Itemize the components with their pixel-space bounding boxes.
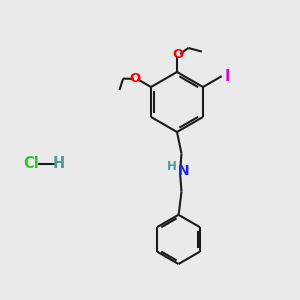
Text: O: O: [129, 71, 140, 85]
Text: H: H: [167, 160, 176, 173]
Text: O: O: [172, 48, 184, 61]
Text: H: H: [52, 156, 64, 171]
Text: N: N: [178, 164, 189, 178]
Text: I: I: [224, 69, 230, 84]
Text: Cl: Cl: [24, 156, 39, 171]
